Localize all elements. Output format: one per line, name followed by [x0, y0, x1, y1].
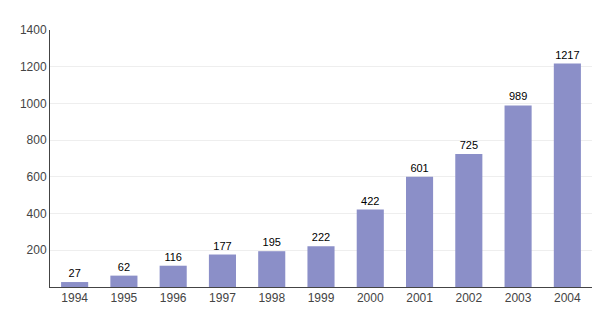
- svg-text:800: 800: [27, 133, 47, 147]
- svg-text:989: 989: [509, 90, 527, 102]
- svg-text:1200: 1200: [20, 60, 47, 74]
- svg-text:601: 601: [410, 162, 428, 174]
- svg-text:2004: 2004: [554, 291, 581, 305]
- svg-text:725: 725: [460, 139, 478, 151]
- svg-text:27: 27: [69, 267, 81, 279]
- svg-text:2001: 2001: [406, 291, 433, 305]
- svg-text:1000: 1000: [20, 97, 47, 111]
- svg-text:195: 195: [263, 236, 281, 248]
- svg-text:1999: 1999: [308, 291, 335, 305]
- svg-text:2000: 2000: [357, 291, 384, 305]
- svg-text:222: 222: [312, 231, 330, 243]
- svg-text:2002: 2002: [455, 291, 482, 305]
- svg-text:422: 422: [361, 195, 379, 207]
- svg-text:1998: 1998: [258, 291, 285, 305]
- svg-text:62: 62: [118, 261, 130, 273]
- svg-text:400: 400: [27, 207, 47, 221]
- svg-text:177: 177: [213, 240, 231, 252]
- svg-text:600: 600: [27, 170, 47, 184]
- svg-text:1217: 1217: [555, 49, 579, 61]
- svg-text:2003: 2003: [505, 291, 532, 305]
- svg-text:1997: 1997: [209, 291, 236, 305]
- svg-text:1995: 1995: [111, 291, 138, 305]
- svg-text:200: 200: [27, 243, 47, 257]
- svg-text:1994: 1994: [61, 291, 88, 305]
- svg-text:1400: 1400: [20, 23, 47, 37]
- svg-text:1996: 1996: [160, 291, 187, 305]
- svg-text:116: 116: [164, 251, 182, 263]
